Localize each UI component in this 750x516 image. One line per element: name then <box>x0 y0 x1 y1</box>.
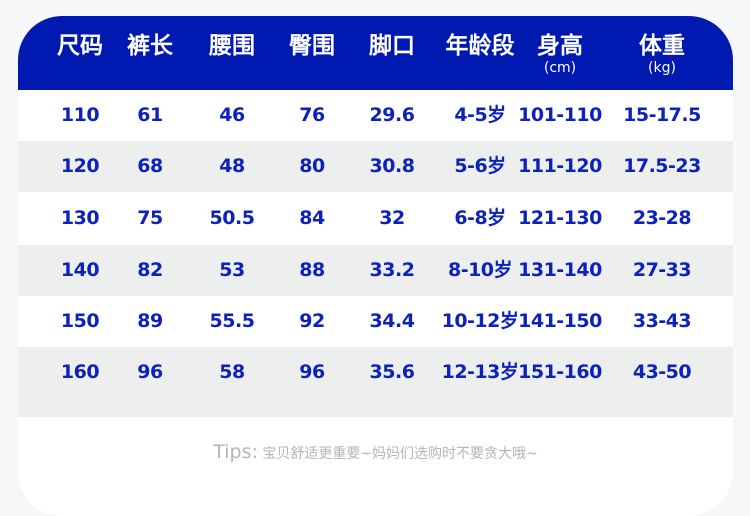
table-cell: 130 <box>60 207 100 229</box>
table-cell: 141-150 <box>518 310 602 332</box>
table-cell: 33.2 <box>369 259 415 281</box>
table-cell: 88 <box>299 259 325 281</box>
column-label: 臀围 <box>289 33 335 59</box>
tips-note: Tips: 宝贝舒适更重要~妈妈们选购时不要贪大哦~ <box>18 441 733 463</box>
table-cell: 68 <box>137 155 163 177</box>
table-cell: 75 <box>137 207 163 229</box>
table-cell: 121-130 <box>518 207 602 229</box>
table-cell: 150 <box>60 310 100 332</box>
table-cell: 4-5岁 <box>454 104 506 126</box>
table-cell: 17.5-23 <box>623 155 701 177</box>
column-label: 年龄段 <box>445 33 515 59</box>
table-row: 130 75 50.5 84 32 6-8岁 121-130 23-28 <box>18 193 733 244</box>
table-cell: 34.4 <box>369 310 415 332</box>
table-cell: 30.8 <box>369 155 415 177</box>
column-unit: (cm) <box>543 60 577 76</box>
table-cell: 58 <box>219 361 245 383</box>
table-cell: 12-13岁 <box>441 361 519 383</box>
column-header: 尺码 <box>57 32 103 60</box>
column-header: 裤长 <box>127 32 173 60</box>
table-row: 110 61 46 76 29.6 4-5岁 101-110 15-17.5 <box>18 90 733 141</box>
column-header: 年龄段 <box>446 32 515 60</box>
table-cell: 160 <box>60 361 100 383</box>
table-cell: 53 <box>219 259 245 281</box>
table-cell: 140 <box>60 259 100 281</box>
tips-prefix: Tips: <box>213 441 258 463</box>
table-cell: 92 <box>299 310 325 332</box>
table-cell: 10-12岁 <box>441 310 519 332</box>
column-label: 身高 <box>537 33 583 59</box>
size-chart-card: 尺码 裤长 腰围 臀围 脚口 年龄段 身高 (cm) 体重 (kg) 110 61 46 76 29.6 4… <box>18 16 733 516</box>
table-header: 尺码 裤长 腰围 臀围 脚口 年龄段 身高 (cm) 体重 (kg) <box>18 16 733 90</box>
table-cell: 8-10岁 <box>447 259 513 281</box>
table-cell: 23-28 <box>632 207 692 229</box>
table-cell: 5-6岁 <box>454 155 506 177</box>
table-cell: 50.5 <box>209 207 255 229</box>
table-cell: 48 <box>219 155 245 177</box>
table-cell: 131-140 <box>518 259 602 281</box>
table-cell: 27-33 <box>632 259 692 281</box>
column-label: 尺码 <box>57 33 103 59</box>
table-cell: 96 <box>299 361 325 383</box>
table-cell: 76 <box>299 104 325 126</box>
table-cell: 43-50 <box>632 361 692 383</box>
column-header: 腰围 <box>209 32 255 60</box>
column-label: 脚口 <box>369 33 415 59</box>
table-cell: 32 <box>379 207 405 229</box>
tips-text: 宝贝舒适更重要~妈妈们选购时不要贪大哦~ <box>257 446 538 462</box>
table-row: 160 96 58 96 35.6 12-13岁 151-160 43-50 <box>18 347 733 417</box>
table-row: 140 82 53 88 33.2 8-10岁 131-140 27-33 <box>18 245 733 296</box>
table-cell: 80 <box>299 155 325 177</box>
table-row: 150 89 55.5 92 34.4 10-12岁 141-150 33-43 <box>18 296 733 347</box>
table-row: 120 68 48 80 30.8 5-6岁 111-120 17.5-23 <box>18 141 733 192</box>
column-header: 体重 (kg) <box>639 32 685 76</box>
table-cell: 35.6 <box>369 361 415 383</box>
column-unit: (kg) <box>648 60 676 76</box>
table-cell: 151-160 <box>518 361 602 383</box>
column-header: 脚口 <box>369 32 415 60</box>
table-cell: 55.5 <box>209 310 255 332</box>
table-cell: 29.6 <box>369 104 415 126</box>
table-cell: 33-43 <box>632 310 692 332</box>
table-cell: 6-8岁 <box>454 207 506 229</box>
column-header: 臀围 <box>289 32 335 60</box>
column-header: 身高 (cm) <box>537 32 583 76</box>
column-label: 裤长 <box>127 33 173 59</box>
table-cell: 61 <box>137 104 163 126</box>
table-cell: 89 <box>137 310 163 332</box>
table-cell: 82 <box>137 259 163 281</box>
table-cell: 110 <box>60 104 100 126</box>
table-cell: 120 <box>60 155 100 177</box>
table-cell: 96 <box>137 361 163 383</box>
table-cell: 46 <box>219 104 245 126</box>
table-cell: 84 <box>299 207 325 229</box>
table-cell: 101-110 <box>518 104 602 126</box>
column-label: 体重 <box>639 33 685 59</box>
table-cell: 15-17.5 <box>623 104 701 126</box>
column-label: 腰围 <box>209 33 255 59</box>
table-cell: 111-120 <box>518 155 602 177</box>
